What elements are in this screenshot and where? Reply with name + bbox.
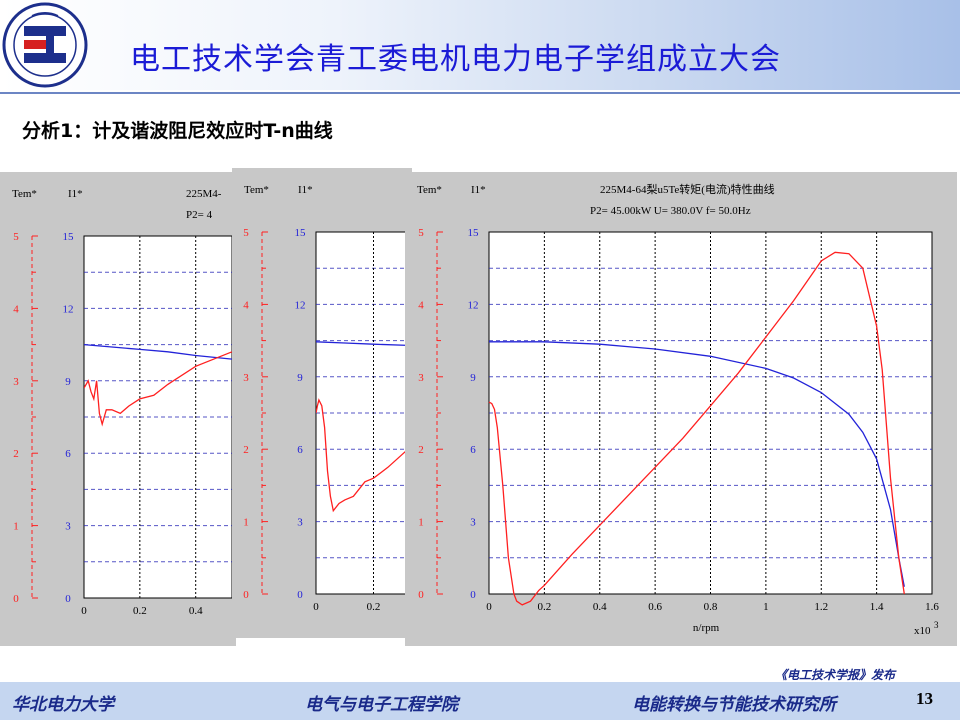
header-bar xyxy=(0,0,960,90)
x-tick-label: 0 xyxy=(486,601,492,613)
i1-tick-label: 0 xyxy=(297,589,303,601)
footer-university: 华北电力大学 xyxy=(12,695,114,715)
x-tick-label: 0 xyxy=(81,605,87,617)
i1-axis-label: I1* xyxy=(298,184,313,196)
chart-panel-1: 5 4 3 2 1 0 15 12 9 6 3 0 Tem* I1* 225M4- P2= 4 0 0.2 0.4 xyxy=(0,172,236,646)
tem-tick-label: 5 xyxy=(418,227,424,239)
tem-tick-label: 4 xyxy=(13,303,19,315)
chart-info: P2= 4 xyxy=(186,209,213,221)
i1-tick-label: 6 xyxy=(470,444,476,456)
torque-curve xyxy=(84,351,233,427)
torque-curve xyxy=(488,251,905,606)
current-curve xyxy=(489,341,905,587)
tem-tick-label: 3 xyxy=(418,372,424,384)
footer-bar: 华北电力大学 电气与电子工程学院 电能转换与节能技术研究所 xyxy=(0,682,960,720)
chart-panel-3: 5 4 3 2 1 0 15 12 9 6 3 0 Tem* I1* 225M4-64梨u5Te转矩(电流)… xyxy=(405,172,957,646)
x-tick-label: 0 xyxy=(313,601,319,613)
x-tick-label: 0.2 xyxy=(133,605,147,617)
slide-subtitle: 分析1：计及谐波阻尼效应时T-n曲线 xyxy=(22,120,333,142)
tem-tick-label: 0 xyxy=(418,589,424,601)
chart-title: 225M4- xyxy=(186,188,222,200)
tem-tick-label: 4 xyxy=(418,299,424,311)
i1-axis-label: I1* xyxy=(68,188,83,200)
tem-tick-label: 2 xyxy=(243,444,249,456)
torque-current-chart-3: 5 4 3 2 1 0 15 12 9 6 3 0 Tem* I1* 225M4-64梨u5Te转矩(电流)… xyxy=(417,182,939,637)
i1-tick-label: 3 xyxy=(297,517,303,529)
x-tick-label: 0.2 xyxy=(367,601,381,613)
tem-tick-label: 0 xyxy=(13,593,19,605)
current-curve xyxy=(316,341,409,347)
tem-tick-label: 1 xyxy=(418,517,424,529)
chart-info: P2= 45.00kW U= 380.0V f= 50.0Hz xyxy=(590,205,751,217)
i1-tick-label: 15 xyxy=(295,227,307,239)
i1-tick-label: 9 xyxy=(65,376,71,388)
tem-tick-label: 2 xyxy=(13,448,19,460)
tem-tick-label: 0 xyxy=(243,589,249,601)
x-tick-label: 0.8 xyxy=(704,601,718,613)
i1-tick-label: 3 xyxy=(470,517,476,529)
university-logo xyxy=(2,2,88,88)
i1-tick-label: 9 xyxy=(297,372,303,384)
i1-tick-label: 0 xyxy=(470,589,476,601)
i1-tick-label: 15 xyxy=(468,227,480,239)
tem-axis-label: Tem* xyxy=(417,184,442,196)
tem-tick-label: 1 xyxy=(13,521,19,533)
x-tick-label: 0.4 xyxy=(593,601,607,613)
tem-axis-label: Tem* xyxy=(12,188,37,200)
torque-current-chart-2: 5 4 3 2 1 0 15 12 9 6 3 0 Tem* I1* 0 0.2 xyxy=(243,184,409,613)
tem-tick-label: 1 xyxy=(243,517,249,529)
x-multiplier-exp: 3 xyxy=(934,620,939,630)
i1-tick-label: 0 xyxy=(65,593,71,605)
x-tick-label: 1.6 xyxy=(925,601,939,613)
chart-panel-2: 5 4 3 2 1 0 15 12 9 6 3 0 Tem* I1* 0 0.2 xyxy=(232,168,412,638)
x-multiplier: x10 xyxy=(914,625,931,637)
x-tick-label: 1.4 xyxy=(870,601,884,613)
i1-tick-label: 12 xyxy=(468,299,479,311)
x-tick-label: 0.2 xyxy=(538,601,552,613)
tem-tick-label: 5 xyxy=(13,231,19,243)
x-axis-label: n/rpm xyxy=(693,622,720,634)
x-tick-label: 1.2 xyxy=(814,601,828,613)
chart-title: 225M4-64梨u5Te转矩(电流)特性曲线 xyxy=(600,182,775,196)
i1-tick-label: 3 xyxy=(65,521,71,533)
tem-tick-label: 3 xyxy=(13,376,19,388)
tem-tick-label: 5 xyxy=(243,227,249,239)
x-tick-label: 0.4 xyxy=(189,605,203,617)
tem-tick-label: 3 xyxy=(243,372,249,384)
current-curve xyxy=(84,343,233,360)
tem-tick-label: 4 xyxy=(243,299,249,311)
i1-tick-label: 9 xyxy=(470,372,476,384)
tem-tick-label: 2 xyxy=(418,444,424,456)
i1-tick-label: 6 xyxy=(297,444,303,456)
tem-axis-label: Tem* xyxy=(244,184,269,196)
torque-current-chart-1: 5 4 3 2 1 0 15 12 9 6 3 0 Tem* I1* 225M4- P2= 4 0 0.2 0.4 xyxy=(12,188,233,617)
torque-curve xyxy=(316,398,409,513)
x-tick-label: 0.6 xyxy=(648,601,662,613)
page-number: 13 xyxy=(916,689,933,708)
publisher-note: 《电工技术学报》发布 xyxy=(775,668,896,682)
i1-tick-label: 12 xyxy=(63,303,74,315)
x-tick-label: 1 xyxy=(763,601,769,613)
header-divider xyxy=(0,92,960,94)
page-title: 电工技术学会青工委电机电力电子学组成立大会 xyxy=(130,42,781,77)
footer-institute: 电能转换与节能技术研究所 xyxy=(632,695,836,715)
i1-tick-label: 6 xyxy=(65,448,71,460)
i1-tick-label: 15 xyxy=(63,231,75,243)
footer-school: 电气与电子工程学院 xyxy=(305,695,458,715)
i1-tick-label: 12 xyxy=(295,299,306,311)
i1-axis-label: I1* xyxy=(471,184,486,196)
